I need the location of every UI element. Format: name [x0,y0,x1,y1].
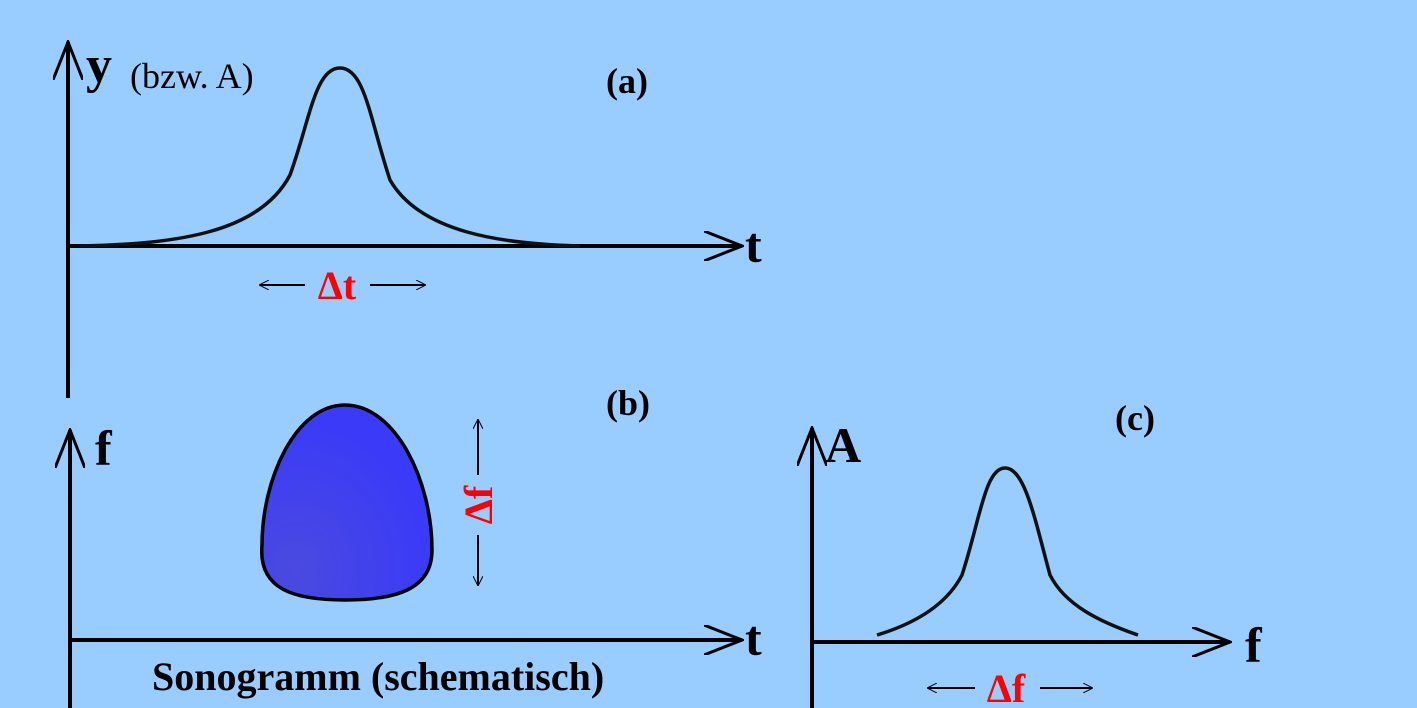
axis-label: y [86,37,112,94]
axis-label: t [745,217,762,273]
panel-a: y (bzw. A) (a) t Δt [68,37,762,398]
axis-note: (bzw. A) [130,56,254,96]
caption: Sonogramm (schematisch) [152,654,604,699]
panel-label: (b) [606,383,650,423]
axis-label: f [1245,617,1263,673]
spectrum-curve [876,466,1139,637]
pulse-curve [79,66,581,248]
axis-label: f [95,420,113,476]
panel-b: f (b) t Δf Sonogramm (schematisch) [70,383,762,708]
panel-label: (c) [1115,398,1155,438]
width-label: Δf [987,666,1026,708]
axis-label: t [745,610,762,666]
panel-c: A (c) f Δf [812,398,1263,708]
sonogram-blob [260,403,434,602]
width-label: Δt [318,263,357,308]
panel-label: (a) [606,61,648,101]
axis-label: A [825,417,861,473]
height-label: Δf [456,485,501,524]
